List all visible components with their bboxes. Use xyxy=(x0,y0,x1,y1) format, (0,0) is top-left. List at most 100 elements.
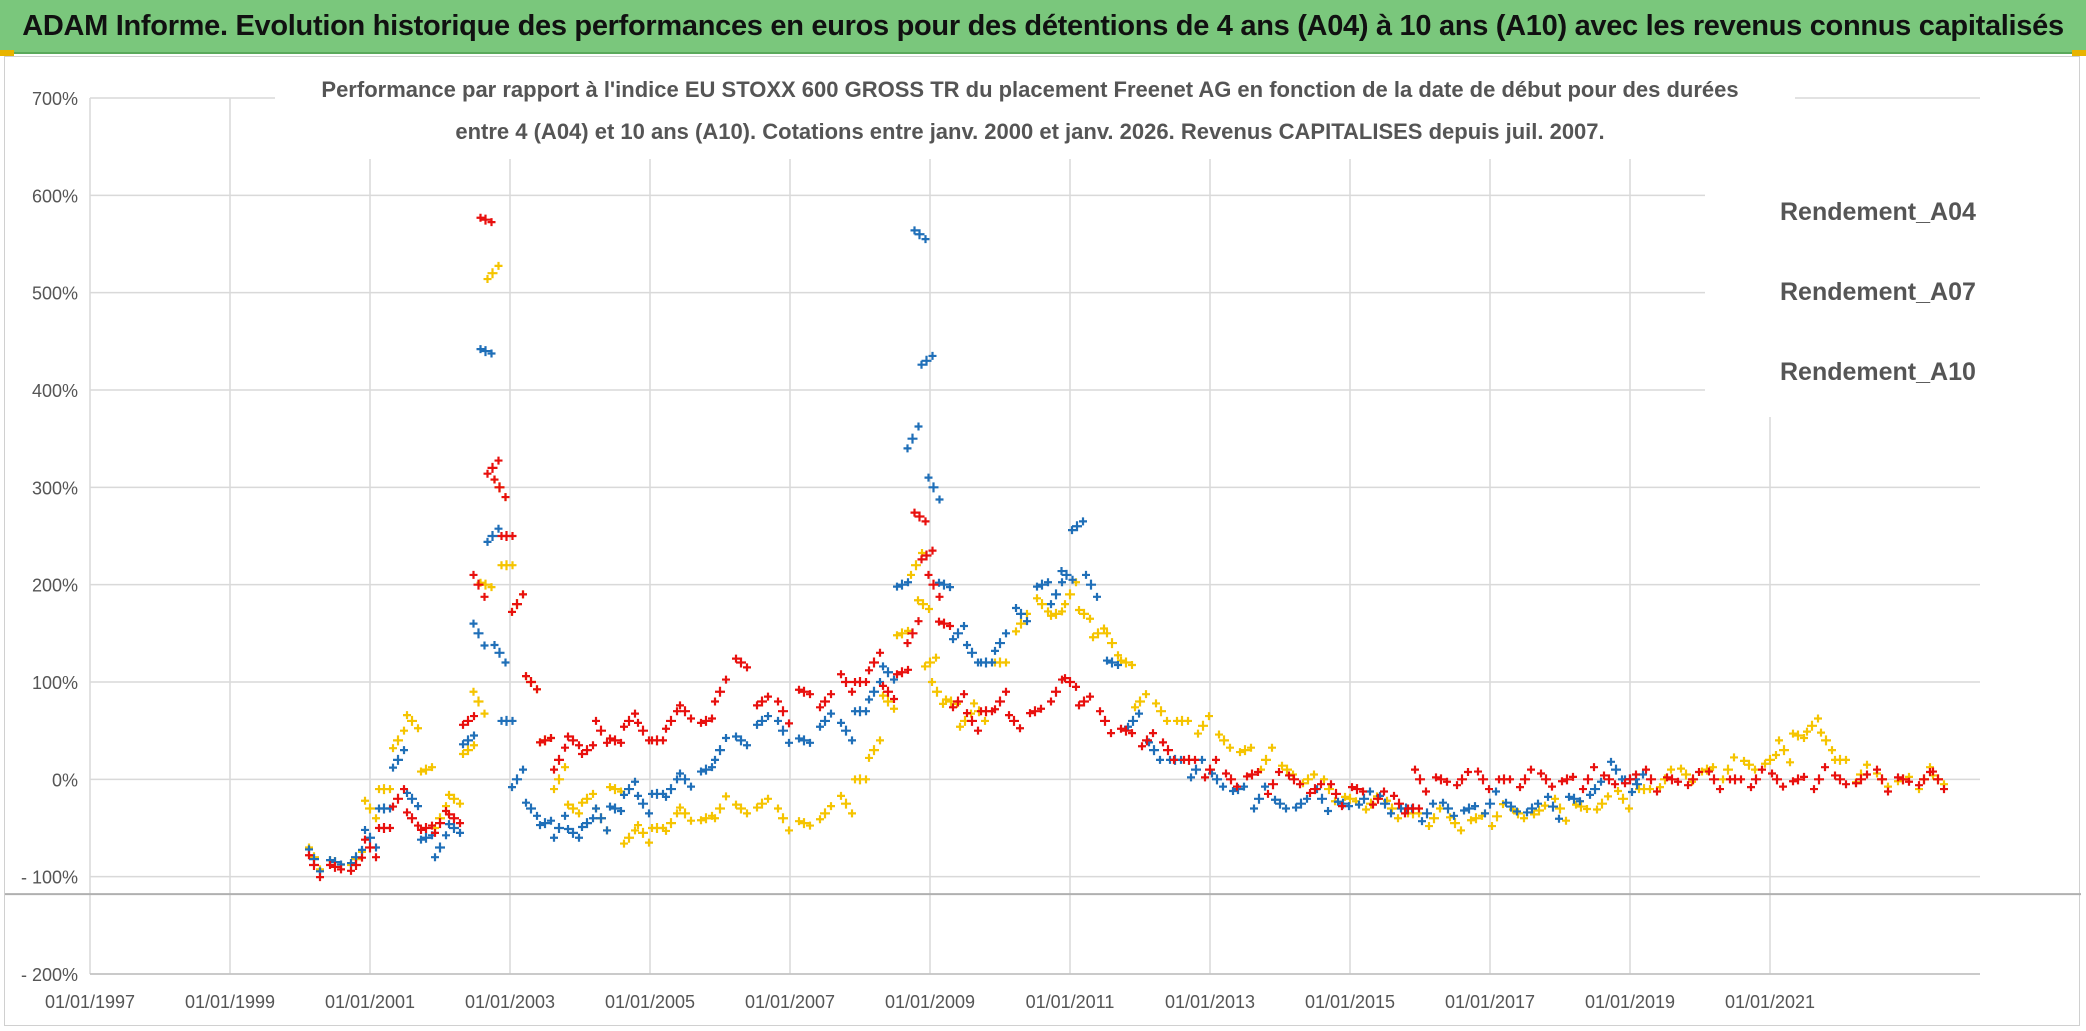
data-point xyxy=(358,845,366,854)
data-point xyxy=(1012,627,1020,636)
data-point xyxy=(921,517,930,526)
data-point xyxy=(582,745,592,756)
data-point xyxy=(536,821,544,830)
data-point xyxy=(1793,730,1803,741)
data-point xyxy=(1422,808,1432,819)
data-point xyxy=(1156,755,1164,764)
data-point xyxy=(1093,592,1101,601)
data-point xyxy=(904,578,912,587)
data-point xyxy=(1793,774,1803,785)
data-point xyxy=(897,579,907,590)
data-point xyxy=(501,493,510,502)
data-point xyxy=(1915,781,1923,790)
report-title: ADAM Informe. Evolution historique des p… xyxy=(22,10,2064,42)
data-point xyxy=(631,709,639,718)
data-point xyxy=(795,685,803,694)
data-point xyxy=(648,824,656,832)
x-tick-label: 01/01/2007 xyxy=(745,992,835,1012)
data-point xyxy=(1366,787,1374,796)
data-point xyxy=(851,707,859,716)
data-point xyxy=(1051,608,1061,619)
data-point xyxy=(1821,735,1831,746)
data-point xyxy=(662,724,670,733)
data-point xyxy=(1429,813,1439,824)
data-point xyxy=(442,831,450,840)
data-point xyxy=(995,696,1005,707)
data-point xyxy=(1009,715,1019,726)
data-point xyxy=(309,859,319,870)
data-point xyxy=(879,691,887,700)
data-point xyxy=(1831,755,1839,764)
data-point xyxy=(1432,773,1440,782)
data-point xyxy=(876,648,884,657)
data-point xyxy=(1051,686,1061,697)
data-point xyxy=(1751,765,1759,774)
data-point xyxy=(1247,769,1257,780)
data-point xyxy=(732,800,740,809)
data-point xyxy=(932,653,940,662)
data-point xyxy=(1282,804,1290,813)
data-point xyxy=(1394,814,1402,823)
data-point xyxy=(456,828,464,837)
data-point xyxy=(970,699,978,708)
data-point xyxy=(428,821,436,830)
data-point xyxy=(1821,763,1829,772)
data-point xyxy=(1285,771,1293,780)
data-point xyxy=(1306,788,1314,797)
data-point xyxy=(1222,769,1230,778)
data-point xyxy=(1219,735,1229,746)
data-point xyxy=(540,818,550,829)
data-point xyxy=(1457,826,1465,835)
data-point xyxy=(1268,779,1278,790)
data-point xyxy=(1789,777,1797,786)
data-point xyxy=(1093,628,1103,639)
data-point xyxy=(1607,757,1615,766)
data-point xyxy=(617,738,625,747)
data-point xyxy=(1390,791,1398,800)
data-point xyxy=(1096,707,1104,716)
data-point xyxy=(879,681,887,690)
y-tick-label: 100% xyxy=(32,673,78,693)
data-point xyxy=(435,818,445,829)
y-tick-label: 200% xyxy=(32,576,78,596)
data-point xyxy=(487,268,498,279)
data-point xyxy=(347,866,355,875)
data-point xyxy=(732,732,740,741)
data-point xyxy=(1380,787,1388,796)
data-point xyxy=(1369,800,1377,809)
data-point xyxy=(924,473,933,482)
data-point xyxy=(1114,660,1122,669)
data-point xyxy=(316,873,324,882)
data-point xyxy=(1618,793,1628,804)
data-point xyxy=(935,617,943,626)
data-point xyxy=(1215,730,1223,739)
data-point xyxy=(820,696,830,707)
legend-background xyxy=(1705,157,2015,417)
data-point xyxy=(1562,816,1570,825)
data-point xyxy=(676,769,684,778)
data-point xyxy=(799,735,809,746)
data-point xyxy=(497,532,506,540)
data-point xyxy=(400,785,408,794)
data-point xyxy=(1082,570,1090,579)
data-point xyxy=(403,808,411,817)
data-point xyxy=(918,599,928,610)
data-point xyxy=(778,706,788,717)
data-points xyxy=(305,208,1948,882)
data-point xyxy=(1107,657,1117,668)
data-point xyxy=(1415,774,1425,785)
data-point xyxy=(1436,804,1444,813)
data-point xyxy=(1495,775,1503,784)
data-point xyxy=(1737,775,1745,784)
data-point xyxy=(519,765,527,774)
data-point xyxy=(1086,579,1096,590)
data-point xyxy=(1677,764,1685,773)
data-point xyxy=(851,678,859,686)
data-point xyxy=(1492,811,1502,822)
data-point xyxy=(1835,774,1845,785)
x-tick-label: 01/01/2013 xyxy=(1165,992,1255,1012)
data-point xyxy=(483,275,492,284)
data-point xyxy=(1471,802,1479,811)
data-point xyxy=(939,699,947,708)
data-point xyxy=(848,736,856,745)
